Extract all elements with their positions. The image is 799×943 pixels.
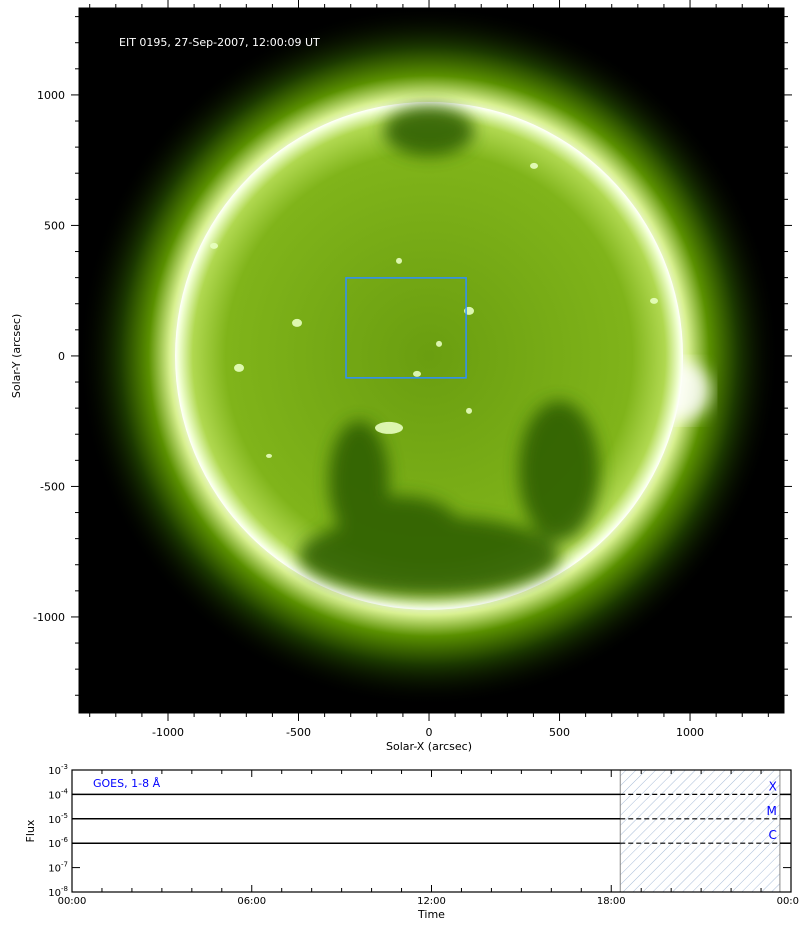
y-tick-label: 0 [58, 350, 65, 363]
y-axis-label: Solar-Y (arcsec) [10, 314, 23, 398]
flare-class-label: X [769, 779, 777, 793]
bright-point [530, 162, 539, 169]
y-tick-label: 10-5 [48, 812, 68, 826]
bright-point [375, 421, 404, 434]
x-tick-label: 00:00 [58, 896, 87, 907]
y-tick-label: 10-7 [48, 861, 68, 875]
active-regions [210, 162, 659, 458]
x-axis-label: Time [417, 908, 445, 921]
flare-class-label: M [767, 804, 777, 818]
bright-point [292, 318, 303, 327]
y-tick-label: 10-3 [48, 763, 68, 777]
coronal-holes [299, 105, 600, 596]
bright-point [266, 453, 273, 458]
x-tick-label: 00:00 [777, 896, 799, 907]
coronal-hole [519, 400, 600, 541]
image-frame [78, 7, 785, 714]
image-title: EIT 0195, 27-Sep-2007, 12:00:09 UT [119, 36, 320, 49]
goes-lightcurve-panel: XMC 00:00 06:00 12:00 18:00 00:00 10-3 10-4 10-5… [24, 763, 799, 921]
y-tick-label: 1000 [37, 89, 65, 102]
x-tick-label: 18:00 [597, 896, 626, 907]
x-tick-label: 12:00 [417, 896, 446, 907]
coronal-hole [384, 105, 475, 156]
flare-class-label: C [769, 828, 777, 842]
y-tick-label: -500 [40, 480, 65, 493]
x-tick-label: 0 [426, 726, 433, 739]
no-data-region [619, 769, 781, 893]
y-tick-label: -1000 [33, 611, 65, 624]
y-tick-label: 10-8 [48, 885, 68, 899]
bright-point [650, 297, 659, 304]
x-tick-label: -500 [286, 726, 311, 739]
bright-point [234, 363, 245, 372]
solar-image: EIT 0195, 27-Sep-2007, 12:00:09 UT [79, 8, 784, 713]
x-tick-label: 1000 [676, 726, 704, 739]
x-tick-label: 06:00 [237, 896, 266, 907]
y-tick-label: 10-6 [48, 836, 68, 850]
bright-point [210, 242, 219, 249]
bright-point [413, 370, 422, 377]
y-tick-label: 10-4 [48, 787, 68, 801]
y-axis-label: Flux [24, 819, 37, 842]
x-tick-label: -1000 [152, 726, 184, 739]
bright-point [466, 407, 473, 414]
x-tick-label: 500 [549, 726, 570, 739]
solar-image-panel: EIT 0195, 27-Sep-2007, 12:00:09 UT -1000 -… [10, 0, 792, 753]
bright-point [436, 340, 443, 347]
coronal-hole [339, 495, 460, 556]
bright-point [396, 257, 403, 264]
y-tick-label: 500 [44, 219, 65, 232]
legend-label: GOES, 1-8 Å [93, 777, 161, 790]
x-axis-label: Solar-X (arcsec) [386, 740, 472, 753]
selection-box [345, 277, 467, 379]
